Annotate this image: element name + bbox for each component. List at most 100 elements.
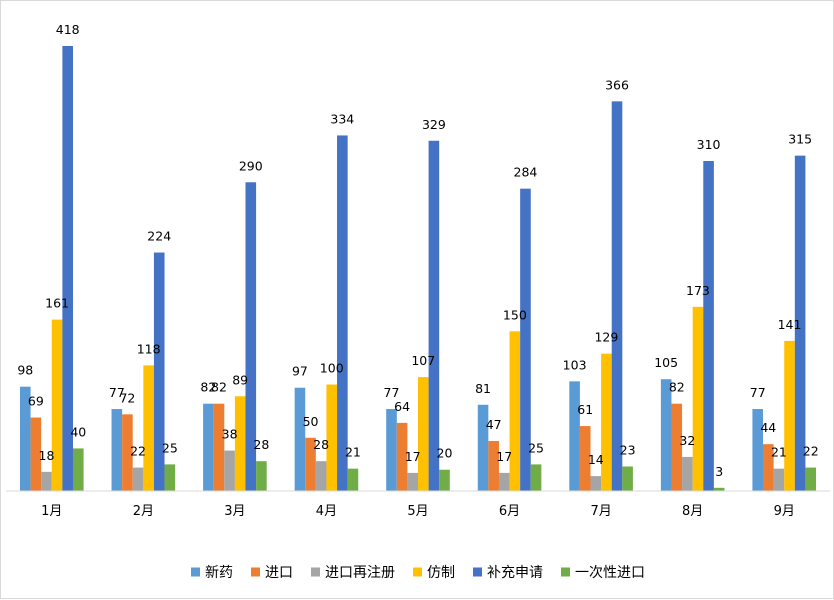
- legend-label: 补充申请: [487, 565, 543, 581]
- data-label: 284: [514, 165, 538, 180]
- bar: [477, 404, 489, 491]
- legend-label: 进口再注册: [325, 565, 395, 581]
- bar: [428, 140, 440, 491]
- bar: [752, 409, 764, 491]
- bar: [153, 252, 165, 491]
- bar: [19, 386, 31, 491]
- legend-swatch: [561, 567, 570, 577]
- data-label: 89: [232, 372, 248, 387]
- data-label: 129: [594, 330, 618, 345]
- data-label: 77: [750, 385, 766, 400]
- bar: [509, 331, 521, 491]
- bar: [396, 422, 408, 491]
- bar: [703, 160, 714, 492]
- bar: [347, 468, 359, 491]
- legend-swatch: [413, 567, 422, 577]
- bar: [498, 472, 510, 491]
- data-label: 28: [253, 437, 269, 452]
- legend-item: 仿制: [413, 565, 455, 581]
- legend-item: 新药: [191, 565, 233, 581]
- legend-label: 一次性进口: [575, 565, 645, 581]
- bar: [132, 467, 144, 491]
- bar: [294, 387, 306, 491]
- legend-label: 新药: [205, 565, 233, 581]
- data-label: 290: [239, 158, 263, 173]
- bar: [315, 461, 327, 491]
- legend-swatch: [191, 567, 200, 577]
- bar: [692, 306, 704, 491]
- bar: [122, 414, 133, 491]
- bar: [234, 396, 246, 491]
- x-tick-label: 9月: [774, 504, 795, 519]
- bar: [794, 155, 806, 491]
- data-label: 72: [119, 390, 135, 405]
- legend-item: 补充申请: [473, 565, 543, 581]
- data-label: 141: [778, 317, 802, 332]
- data-label: 107: [411, 353, 435, 368]
- data-label: 82: [200, 380, 216, 395]
- data-label: 77: [384, 385, 400, 400]
- bar: [72, 448, 84, 491]
- bar: [439, 469, 450, 491]
- data-label: 334: [330, 111, 354, 126]
- bar: [203, 403, 214, 491]
- bar: [569, 381, 580, 491]
- x-tick-label: 7月: [590, 504, 611, 519]
- data-label: 81: [475, 381, 491, 396]
- data-label: 20: [437, 446, 453, 461]
- data-label: 28: [313, 437, 329, 452]
- bar: [62, 46, 73, 491]
- data-label: 118: [137, 341, 161, 356]
- x-tick-label: 2月: [133, 504, 154, 519]
- bar: [245, 182, 257, 491]
- data-label: 418: [56, 22, 80, 37]
- data-label: 224: [147, 229, 171, 244]
- bar: [418, 377, 429, 491]
- x-tick-label: 4月: [316, 504, 337, 519]
- bar: [164, 464, 176, 491]
- legend-swatch: [311, 567, 320, 577]
- bar: [326, 384, 338, 491]
- bar: [805, 467, 817, 491]
- legend-swatch: [473, 567, 482, 577]
- bar: [579, 426, 591, 491]
- x-tick-label: 6月: [499, 504, 520, 519]
- bar: [520, 188, 531, 491]
- data-label: 366: [605, 77, 629, 92]
- data-label: 22: [130, 444, 146, 459]
- data-label: 173: [686, 283, 710, 298]
- data-label: 310: [697, 137, 721, 152]
- bar: [337, 135, 348, 491]
- data-label: 38: [222, 427, 238, 442]
- x-tick-label: 1月: [41, 504, 62, 519]
- x-tick-label: 3月: [224, 504, 245, 519]
- data-label: 21: [345, 445, 361, 460]
- bar: [213, 403, 225, 491]
- bar: [530, 464, 542, 491]
- x-tick-label: 8月: [682, 504, 703, 519]
- legend-item: 进口: [251, 565, 293, 581]
- data-label: 25: [162, 440, 178, 455]
- bar: [51, 319, 63, 491]
- data-label: 50: [303, 414, 319, 429]
- data-label: 61: [577, 402, 593, 417]
- data-label: 17: [405, 449, 421, 464]
- bar: [763, 444, 774, 491]
- legend-label: 进口: [265, 565, 293, 581]
- data-label: 14: [588, 452, 604, 467]
- data-label: 82: [211, 380, 227, 395]
- data-label: 22: [803, 444, 819, 459]
- bar: [601, 353, 612, 491]
- data-label: 329: [422, 117, 446, 132]
- bar: [386, 409, 397, 491]
- bar: [488, 440, 499, 491]
- legend-label: 仿制: [427, 565, 455, 581]
- bar: [30, 417, 42, 491]
- bar: [41, 471, 52, 491]
- data-label: 105: [654, 355, 678, 370]
- bar: [256, 461, 267, 491]
- bar: [773, 468, 785, 491]
- bar: [407, 472, 418, 491]
